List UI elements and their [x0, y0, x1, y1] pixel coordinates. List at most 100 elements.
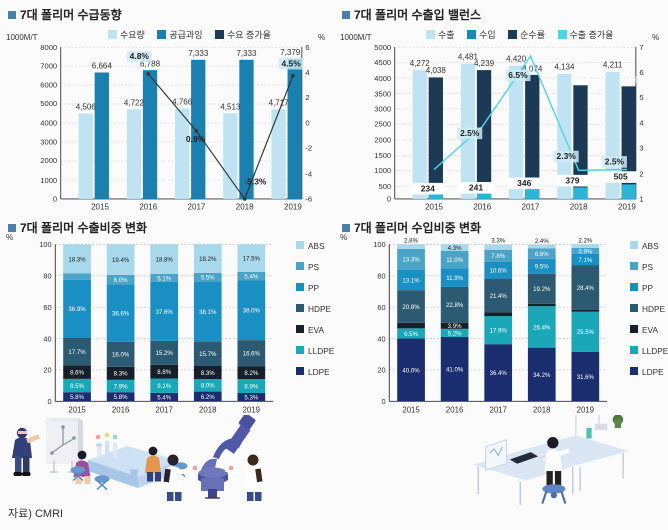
- svg-text:17.5%: 17.5%: [243, 256, 261, 263]
- svg-text:20: 20: [377, 366, 385, 375]
- svg-text:60: 60: [43, 303, 51, 312]
- svg-text:4500: 4500: [374, 58, 391, 67]
- svg-text:6000: 6000: [40, 80, 57, 89]
- svg-text:-2: -2: [305, 144, 312, 153]
- svg-text:-5.3%: -5.3%: [244, 177, 267, 187]
- svg-text:2017: 2017: [522, 203, 540, 212]
- svg-text:2.5%: 2.5%: [460, 128, 480, 138]
- svg-text:7: 7: [639, 43, 643, 52]
- svg-text:5.8%: 5.8%: [114, 394, 128, 401]
- svg-text:36.9%: 36.9%: [68, 306, 86, 313]
- svg-text:16.6%: 16.6%: [243, 351, 261, 358]
- svg-text:100: 100: [373, 240, 385, 249]
- svg-text:18.2%: 18.2%: [199, 256, 217, 263]
- svg-text:4.5%: 4.5%: [281, 58, 301, 68]
- svg-text:3.9%: 3.9%: [578, 248, 592, 255]
- svg-text:6.5%: 6.5%: [508, 70, 528, 80]
- svg-text:18.8%: 18.8%: [156, 257, 174, 264]
- svg-text:8.6%: 8.6%: [70, 370, 84, 377]
- svg-text:0: 0: [381, 397, 385, 406]
- svg-text:13.1%: 13.1%: [402, 277, 420, 284]
- svg-text:0: 0: [47, 397, 51, 406]
- svg-text:3,756: 3,756: [570, 75, 591, 84]
- svg-text:17.7%: 17.7%: [68, 349, 86, 356]
- svg-text:2016: 2016: [139, 203, 157, 212]
- svg-text:2019: 2019: [618, 203, 636, 212]
- svg-text:4,239: 4,239: [474, 59, 495, 68]
- svg-text:4,722: 4,722: [124, 99, 145, 108]
- svg-text:2018: 2018: [533, 405, 551, 414]
- svg-text:3000: 3000: [374, 104, 391, 113]
- svg-text:4: 4: [639, 119, 643, 128]
- svg-text:28.4%: 28.4%: [577, 285, 595, 292]
- svg-text:0: 0: [53, 195, 57, 204]
- svg-text:-4: -4: [305, 170, 312, 179]
- svg-text:3.3%: 3.3%: [491, 238, 505, 245]
- svg-text:4.3%: 4.3%: [448, 245, 462, 252]
- svg-text:379: 379: [565, 175, 579, 185]
- svg-text:3500: 3500: [374, 89, 391, 98]
- svg-text:2015: 2015: [402, 405, 420, 414]
- svg-text:2.3%: 2.3%: [557, 151, 577, 161]
- svg-text:2015: 2015: [425, 203, 443, 212]
- svg-text:17.9%: 17.9%: [490, 328, 508, 335]
- svg-text:0: 0: [387, 195, 391, 204]
- svg-text:2.4%: 2.4%: [535, 238, 549, 245]
- svg-text:0: 0: [305, 119, 309, 128]
- svg-text:2019: 2019: [577, 405, 594, 414]
- svg-text:241: 241: [469, 182, 483, 192]
- svg-text:41.0%: 41.0%: [446, 367, 464, 374]
- svg-text:0.9%: 0.9%: [186, 134, 206, 144]
- svg-text:7,333: 7,333: [188, 49, 209, 58]
- svg-text:5000: 5000: [40, 99, 57, 108]
- svg-text:11.0%: 11.0%: [446, 257, 463, 264]
- svg-text:7,379: 7,379: [280, 48, 301, 57]
- svg-text:38.1%: 38.1%: [199, 309, 217, 316]
- svg-text:31.6%: 31.6%: [577, 374, 595, 381]
- svg-text:16.0%: 16.0%: [112, 352, 130, 359]
- svg-text:2016: 2016: [112, 405, 130, 414]
- svg-text:10.6%: 10.6%: [490, 268, 508, 275]
- svg-text:234: 234: [421, 183, 435, 193]
- svg-text:2.5%: 2.5%: [605, 157, 625, 167]
- svg-text:4.8%: 4.8%: [130, 51, 150, 61]
- svg-text:4000: 4000: [374, 74, 391, 83]
- svg-text:1000: 1000: [374, 166, 391, 175]
- svg-text:5: 5: [639, 93, 643, 102]
- svg-text:5.4%: 5.4%: [244, 274, 258, 281]
- svg-text:2019: 2019: [284, 203, 302, 212]
- svg-text:34.2%: 34.2%: [533, 372, 551, 379]
- svg-text:4,038: 4,038: [426, 66, 447, 75]
- svg-text:2: 2: [305, 93, 309, 102]
- svg-text:8.9%: 8.9%: [244, 383, 258, 390]
- svg-text:19.2%: 19.2%: [533, 286, 551, 293]
- svg-text:505: 505: [614, 172, 628, 182]
- svg-text:40.0%: 40.0%: [402, 367, 420, 374]
- svg-text:500: 500: [379, 182, 392, 191]
- svg-text:6.6%: 6.6%: [535, 251, 549, 258]
- svg-text:3000: 3000: [40, 137, 57, 146]
- svg-text:8.3%: 8.3%: [201, 370, 215, 377]
- svg-text:6.0%: 6.0%: [114, 277, 128, 284]
- svg-text:5000: 5000: [374, 43, 391, 52]
- svg-text:2017: 2017: [489, 405, 506, 414]
- svg-text:80: 80: [377, 272, 385, 281]
- svg-text:8.8%: 8.8%: [157, 369, 171, 376]
- svg-text:7,333: 7,333: [236, 49, 257, 58]
- svg-text:40: 40: [377, 334, 385, 343]
- svg-text:1000: 1000: [40, 176, 57, 185]
- svg-text:8000: 8000: [40, 43, 57, 52]
- svg-text:3: 3: [639, 144, 643, 153]
- svg-text:26.4%: 26.4%: [533, 324, 551, 331]
- svg-text:40: 40: [43, 334, 51, 343]
- svg-text:2017: 2017: [188, 203, 206, 212]
- svg-text:2000: 2000: [40, 156, 57, 165]
- svg-text:7000: 7000: [40, 62, 57, 71]
- svg-text:18.3%: 18.3%: [68, 256, 86, 263]
- svg-text:2.8%: 2.8%: [404, 238, 418, 245]
- svg-text:9.1%: 9.1%: [157, 383, 171, 390]
- svg-text:6,664: 6,664: [92, 62, 113, 71]
- svg-text:4,717: 4,717: [269, 99, 290, 108]
- svg-text:2018: 2018: [199, 405, 217, 414]
- svg-text:5.5%: 5.5%: [201, 275, 215, 282]
